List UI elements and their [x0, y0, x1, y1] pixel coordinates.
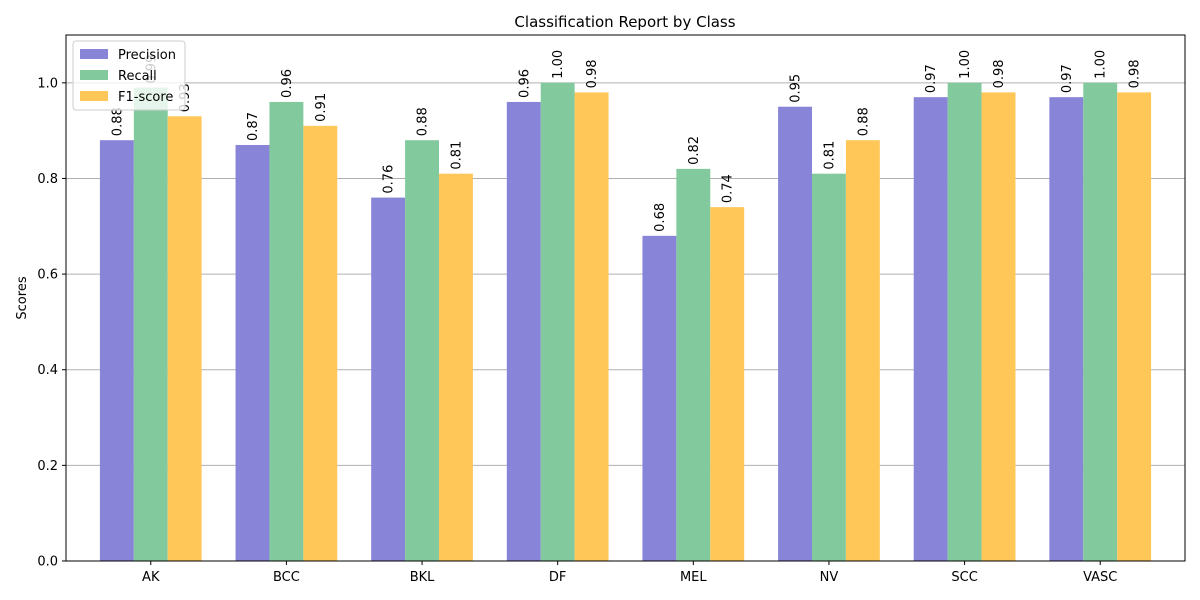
data-label: 0.97 [924, 64, 939, 93]
legend-label: Recall [118, 69, 157, 84]
data-label: 0.68 [653, 203, 668, 232]
data-label: 1.00 [958, 50, 973, 79]
data-label: 0.87 [246, 112, 261, 141]
data-label: 0.98 [1128, 59, 1143, 88]
bar-f1-score [439, 173, 473, 561]
y-tick-label: 0.4 [37, 363, 58, 378]
x-tick-label: MEL [680, 570, 707, 585]
y-tick-label: 0.2 [37, 459, 58, 474]
bar-recall [269, 101, 304, 561]
y-tick-label: 0.8 [37, 172, 58, 187]
data-label: 0.81 [449, 141, 464, 170]
x-tick-label: AK [142, 570, 160, 585]
bar-precision [99, 140, 134, 561]
data-label: 0.76 [382, 165, 397, 194]
data-label: 0.98 [585, 59, 600, 88]
x-tick-label: BCC [273, 570, 300, 585]
bar-recall [1083, 82, 1118, 562]
data-label: 0.95 [789, 74, 804, 103]
x-tick-label: SCC [951, 570, 977, 585]
grid-lines [66, 82, 1185, 562]
data-label: 0.88 [416, 107, 431, 136]
data-label: 0.91 [314, 93, 329, 122]
bar-recall [133, 87, 168, 561]
y-tick-label: 0.6 [37, 268, 58, 283]
data-label: 0.96 [280, 69, 295, 98]
data-label: 0.88 [856, 107, 871, 136]
data-label: 0.96 [517, 69, 532, 98]
data-label: 1.00 [551, 50, 566, 79]
axes: 0.0 0.2 0.4 0.6 0.8 1.0 AK BCC BKL DF MEL NV SCC VASC [37, 34, 1186, 585]
bar-precision [1049, 97, 1084, 561]
bar-f1-score [303, 125, 338, 561]
x-tick-label: BKL [410, 570, 435, 585]
data-label: 0.81 [822, 141, 837, 170]
legend: Precision Recall F1-score [72, 40, 186, 111]
bar-f1-score [710, 207, 745, 562]
bar-precision [913, 97, 948, 561]
bar-precision [506, 101, 541, 561]
bar-f1-score [1117, 92, 1152, 561]
bar-precision [235, 144, 270, 561]
x-tick-label: NV [820, 570, 839, 585]
bar-recall [405, 140, 439, 561]
bar-f1-score [845, 140, 880, 561]
legend-swatch [80, 49, 108, 59]
bar-recall [676, 168, 711, 561]
data-label: 0.98 [992, 59, 1007, 88]
bar-f1-score [981, 92, 1016, 561]
legend-label: F1-score [118, 90, 173, 105]
y-tick-label: 0.0 [37, 555, 58, 570]
bar-precision [778, 106, 812, 562]
plot-frame [65, 34, 1186, 562]
data-label: 0.82 [687, 136, 702, 165]
y-tick-label: 1.0 [37, 76, 58, 91]
data-label: 0.88 [110, 107, 125, 136]
bar-recall [947, 82, 982, 562]
bar-f1-score [574, 92, 609, 561]
bar-precision [642, 235, 677, 561]
data-labels: 0.880.870.760.960.680.950.970.970.990.96… [110, 50, 1142, 232]
chart-title: Classification Report by Class [514, 13, 735, 31]
legend-swatch [80, 91, 108, 101]
x-tick-label: DF [549, 570, 567, 585]
x-tick-label: VASC [1083, 570, 1117, 585]
bar-recall [812, 173, 846, 561]
bar-recall [540, 82, 575, 562]
data-label: 1.00 [1094, 50, 1109, 79]
bar-precision [371, 197, 406, 561]
bar-f1-score [167, 116, 202, 562]
bars [99, 82, 1152, 562]
y-axis-label: Scores [15, 276, 30, 319]
data-label: 0.97 [1060, 64, 1075, 93]
legend-label: Precision [118, 48, 176, 63]
legend-swatch [80, 70, 108, 80]
data-label: 0.74 [721, 174, 736, 203]
